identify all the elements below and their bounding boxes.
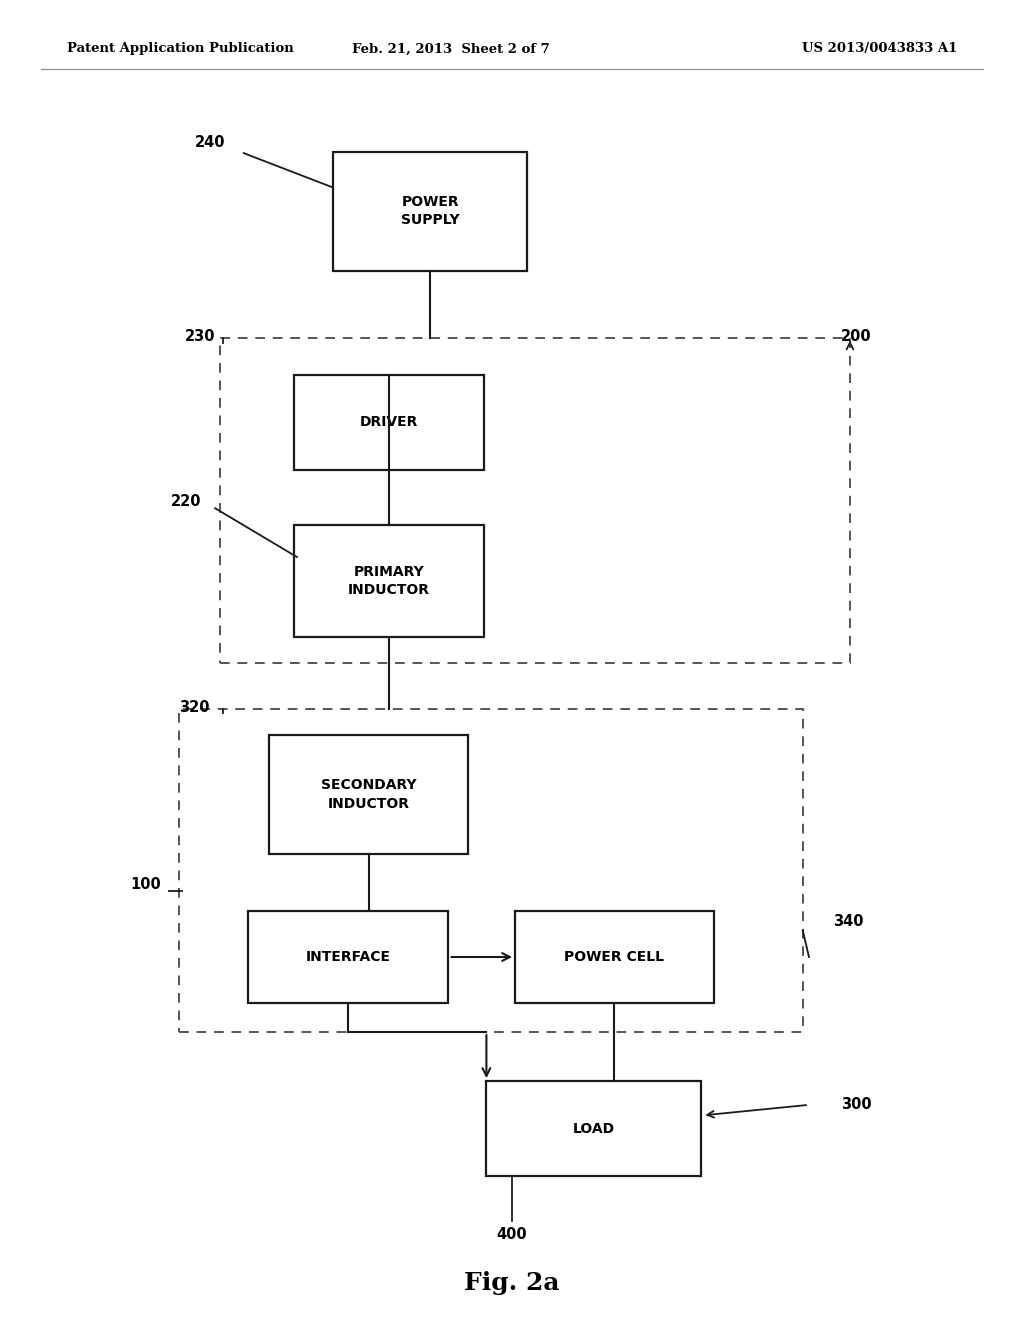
- Text: Fig. 2a: Fig. 2a: [464, 1271, 560, 1295]
- Text: POWER
SUPPLY: POWER SUPPLY: [400, 195, 460, 227]
- Bar: [295, 375, 483, 470]
- Text: 230: 230: [184, 329, 215, 345]
- Text: 200: 200: [841, 329, 871, 345]
- Text: 400: 400: [497, 1226, 527, 1242]
- Text: 220: 220: [171, 494, 202, 510]
- Text: INTERFACE: INTERFACE: [305, 950, 391, 964]
- Bar: [333, 152, 527, 271]
- Bar: [268, 735, 468, 854]
- Bar: [220, 338, 850, 663]
- Text: 320: 320: [179, 700, 210, 715]
- Text: 300: 300: [841, 1097, 871, 1113]
- Text: Patent Application Publication: Patent Application Publication: [67, 42, 293, 55]
- Bar: [486, 1081, 701, 1176]
- Text: 100: 100: [130, 876, 161, 892]
- Text: 240: 240: [195, 135, 225, 150]
- Bar: [179, 709, 803, 1032]
- Bar: [295, 524, 483, 636]
- Text: US 2013/0043833 A1: US 2013/0043833 A1: [802, 42, 957, 55]
- Bar: [249, 911, 449, 1003]
- Text: 340: 340: [833, 913, 863, 929]
- Bar: [514, 911, 715, 1003]
- Text: DRIVER: DRIVER: [359, 416, 419, 429]
- Text: SECONDARY
INDUCTOR: SECONDARY INDUCTOR: [321, 779, 417, 810]
- Text: PRIMARY
INDUCTOR: PRIMARY INDUCTOR: [348, 565, 430, 597]
- Text: POWER CELL: POWER CELL: [564, 950, 665, 964]
- Text: LOAD: LOAD: [572, 1122, 615, 1135]
- Text: Feb. 21, 2013  Sheet 2 of 7: Feb. 21, 2013 Sheet 2 of 7: [351, 42, 550, 55]
